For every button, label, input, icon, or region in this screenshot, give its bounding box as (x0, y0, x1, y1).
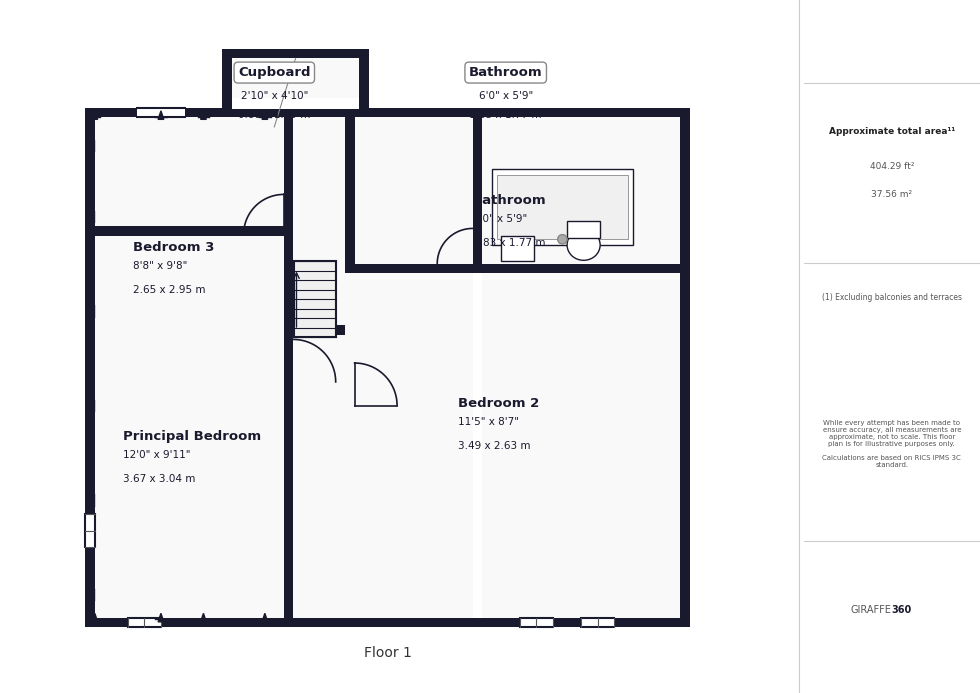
Text: Bedroom 2: Bedroom 2 (459, 396, 540, 410)
Bar (680, 108, 690, 627)
Bar (567, 221, 600, 238)
Bar (519, 617, 553, 629)
Bar (482, 108, 680, 618)
Bar (472, 117, 482, 273)
Text: 404.29 ft²: 404.29 ft² (869, 162, 914, 170)
Polygon shape (158, 111, 164, 119)
Bar (222, 49, 368, 58)
Text: 0.88 x 1.49 m: 0.88 x 1.49 m (238, 110, 311, 120)
Text: Oliver: Oliver (868, 30, 915, 44)
Bar (284, 108, 293, 627)
Text: 3.49 x 2.63 m: 3.49 x 2.63 m (459, 441, 531, 450)
Bar (581, 617, 614, 629)
Text: Bathroom: Bathroom (472, 193, 546, 207)
Polygon shape (158, 613, 164, 622)
Bar (294, 261, 336, 337)
Bar (95, 240, 288, 618)
Text: 6'0" x 5'9": 6'0" x 5'9" (472, 214, 527, 224)
Text: 12'0" x 9'11": 12'0" x 9'11" (123, 450, 191, 460)
Polygon shape (92, 111, 98, 119)
Bar (293, 325, 345, 335)
Polygon shape (201, 111, 206, 119)
Bar (492, 169, 633, 245)
Circle shape (558, 234, 567, 244)
Text: 2.65 x 2.95 m: 2.65 x 2.95 m (132, 285, 205, 295)
Text: 1.83 x 1.77 m: 1.83 x 1.77 m (472, 238, 545, 247)
Text: 3.67 x 3.04 m: 3.67 x 3.04 m (123, 474, 196, 484)
Polygon shape (262, 613, 268, 622)
Bar (137, 107, 184, 119)
Text: 2'10" x 4'10": 2'10" x 4'10" (241, 91, 308, 101)
Bar (85, 618, 690, 627)
Text: Bedroom 3: Bedroom 3 (132, 241, 214, 254)
Bar (85, 108, 95, 627)
Ellipse shape (567, 229, 600, 261)
Bar (127, 617, 161, 629)
Polygon shape (201, 613, 206, 622)
Text: 8'8" x 9'8": 8'8" x 9'8" (132, 261, 187, 271)
Bar (232, 58, 360, 117)
Bar (360, 49, 368, 117)
Text: 11'5" x 8'7": 11'5" x 8'7" (459, 417, 519, 427)
Polygon shape (262, 111, 268, 119)
Text: (1) Excluding balconies and terraces: (1) Excluding balconies and terraces (822, 294, 961, 302)
Bar (95, 226, 284, 236)
Bar (85, 108, 690, 117)
Text: 360: 360 (892, 605, 912, 615)
Bar (84, 514, 96, 547)
Bar (501, 236, 534, 261)
Text: 6'0" x 5'9": 6'0" x 5'9" (478, 91, 533, 101)
Text: While every attempt has been made to
ensure accuracy, all measurements are
appro: While every attempt has been made to ens… (822, 419, 961, 468)
Bar (95, 117, 288, 240)
Text: 1.83 x 1.77 m: 1.83 x 1.77 m (469, 110, 542, 120)
Bar (232, 98, 360, 109)
Text: Cupboard: Cupboard (238, 66, 311, 79)
Text: GIRAFFE: GIRAFFE (851, 605, 892, 615)
Text: Principal Bedroom: Principal Bedroom (123, 430, 262, 443)
Bar (497, 175, 627, 239)
Bar (345, 117, 355, 273)
Bar (345, 264, 680, 273)
Text: 37.56 m²: 37.56 m² (871, 190, 912, 198)
Text: Floor 1: Floor 1 (364, 647, 412, 660)
Polygon shape (92, 613, 98, 622)
Bar (222, 49, 232, 117)
Text: Approximate total area¹¹: Approximate total area¹¹ (829, 128, 955, 136)
Text: Bathroom: Bathroom (468, 66, 543, 79)
Text: James: James (868, 51, 915, 64)
Bar (284, 108, 472, 618)
